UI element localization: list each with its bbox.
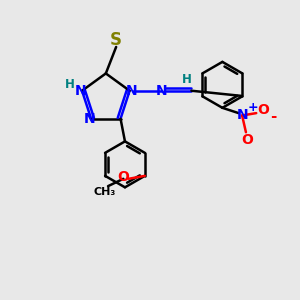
Text: N: N: [236, 109, 248, 122]
Text: O: O: [242, 133, 254, 147]
Text: O: O: [117, 170, 129, 184]
Text: S: S: [110, 31, 122, 49]
Text: -: -: [270, 109, 277, 124]
Text: N: N: [125, 84, 137, 98]
Text: +: +: [248, 101, 259, 114]
Text: H: H: [65, 78, 75, 91]
Text: N: N: [75, 84, 86, 98]
Text: N: N: [84, 112, 95, 126]
Text: O: O: [257, 103, 269, 117]
Text: CH₃: CH₃: [94, 187, 116, 197]
Text: N: N: [156, 84, 168, 98]
Text: H: H: [182, 73, 192, 86]
